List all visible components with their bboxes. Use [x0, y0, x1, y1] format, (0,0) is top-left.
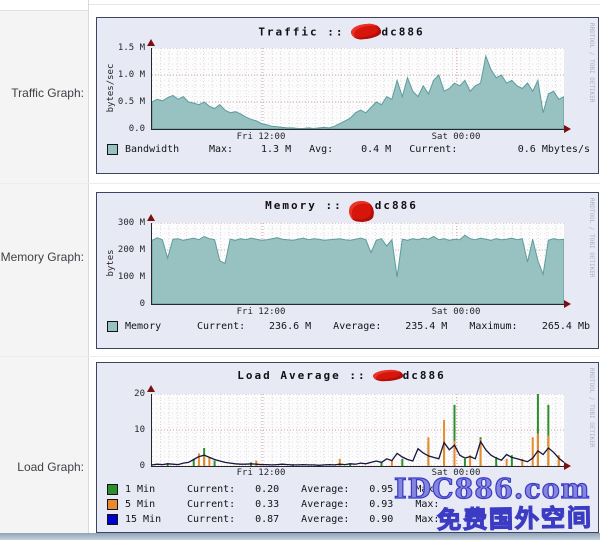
graph-title-host: dc886 [381, 25, 425, 39]
legend-label: Bandwidth [125, 144, 180, 155]
graph-title-text: Load Average :: [237, 369, 367, 382]
memory-legend: Memory Current: 236.6 M Average: 235.4 M… [107, 321, 590, 332]
load-legend-row: 5 Min Current: 0.33 Average: 0.93 Max: [107, 499, 590, 510]
y-axis-arrow-icon [147, 39, 155, 46]
y-tick: 200 M [117, 245, 145, 255]
y-tick: 0 [139, 461, 145, 471]
x-tick: Sat 00:00 [431, 307, 481, 317]
y-tick: 0 [139, 299, 145, 309]
rrdtool-watermark: RRDTOOL / TOBI OETIKER [588, 368, 595, 448]
stat-key: Avg: [309, 144, 334, 155]
load-plot-area [151, 393, 565, 467]
stat-value: 0.93 [369, 499, 394, 510]
row-divider [0, 183, 600, 184]
memory-plot-area [151, 222, 565, 305]
bandwidth-swatch [107, 144, 118, 155]
stat-key: Average: [301, 484, 350, 495]
redaction-scribble [347, 198, 376, 224]
y-axis-arrow-icon [147, 214, 155, 221]
stat-key: Current: [197, 321, 246, 332]
y-tick: 1.5 M [117, 43, 145, 53]
stat-value: 0.6 Mbytes/s [517, 144, 590, 155]
redaction-scribble [349, 22, 382, 41]
traffic-graph-image[interactable]: Traffic :: dc886 RRDTOOL / TOBI OETIKER b… [96, 17, 599, 174]
stat-value: 0.95 [369, 484, 394, 495]
row-divider [0, 356, 600, 357]
y-tick: 0.5 M [117, 97, 145, 107]
legend-label: Memory [125, 321, 162, 332]
x-axis-arrow-icon [564, 125, 571, 133]
memory-graph-row-label: Memory Graph: [0, 250, 84, 264]
load-graph-row-label: Load Graph: [17, 460, 84, 474]
stat-key: Current: [187, 499, 236, 510]
stat-value: 236.6 M [269, 321, 312, 332]
memory-graph-image[interactable]: Memory :: dc886 RRDTOOL / TOBI OETIKER by… [96, 192, 599, 349]
traffic-graph-title: Traffic :: dc886 [97, 22, 586, 41]
15min-swatch [107, 514, 118, 525]
stat-key: Current: [409, 144, 458, 155]
stat-value: 0.20 [255, 484, 280, 495]
column-divider [88, 0, 89, 533]
load-graph-title: Load Average :: dc886 [97, 369, 586, 382]
traffic-legend: Bandwidth Max: 1.3 M Avg: 0.4 M Current:… [107, 144, 590, 155]
5min-swatch [107, 499, 118, 510]
row-divider [0, 10, 88, 11]
x-axis-arrow-icon [564, 300, 571, 308]
legend-label: 15 Min [125, 514, 162, 525]
graph-title-host: dc886 [402, 369, 446, 382]
stat-key: Max: [415, 514, 440, 525]
site-watermark-chinese: 免费国外空间 [436, 503, 594, 535]
x-axis-arrow-icon [564, 462, 571, 470]
stat-key: Average: [301, 499, 350, 510]
top-divider [88, 4, 600, 5]
stat-key: Max: [209, 144, 234, 155]
y-tick: 10 [134, 425, 145, 435]
legend-label: 5 Min [125, 499, 156, 510]
rrdtool-watermark: RRDTOOL / TOBI OETIKER [588, 23, 595, 103]
x-tick: Fri 12:00 [236, 132, 286, 142]
stat-value: 0.87 [255, 514, 280, 525]
stat-key: Current: [187, 514, 236, 525]
redaction-scribble [372, 369, 403, 382]
rrdtool-watermark: RRDTOOL / TOBI OETIKER [588, 198, 595, 278]
stat-value: 0.90 [369, 514, 394, 525]
memory-graph-title: Memory :: dc886 [97, 198, 586, 224]
legend-label: 1 Min [125, 484, 156, 495]
stat-value: 235.4 M [405, 321, 448, 332]
y-tick: 1.0 M [117, 70, 145, 80]
x-tick: Sat 00:00 [431, 132, 481, 142]
traffic-graph-row-label: Traffic Graph: [11, 86, 84, 100]
traffic-plot-area [151, 47, 565, 130]
x-tick: Fri 12:00 [236, 307, 286, 317]
graph-title-host: dc886 [374, 199, 418, 212]
x-tick: Fri 12:00 [236, 468, 286, 478]
memory-swatch [107, 321, 118, 332]
load-graph-image[interactable]: Load Average :: dc886 RRDTOOL / TOBI OETI… [96, 362, 599, 533]
label-column [0, 10, 88, 533]
stat-value: 0.4 M [361, 144, 392, 155]
stat-value: 0.33 [255, 499, 280, 510]
stat-key: Average: [333, 321, 382, 332]
x-tick: Sat 00:00 [431, 468, 481, 478]
load-legend-row: 1 Min Current: 0.20 Average: 0.95 Max: [107, 484, 590, 495]
graph-title-text: Memory :: [265, 199, 343, 212]
y-tick: 0.0 [128, 124, 145, 134]
y-tick: 300 M [117, 218, 145, 228]
1min-swatch [107, 484, 118, 495]
load-legend-row: 15 Min Current: 0.87 Average: 0.90 Max: [107, 514, 590, 525]
y-tick: 100 M [117, 272, 145, 282]
stat-key: Maximum: [469, 321, 518, 332]
stat-value: 265.4 Mb [541, 321, 590, 332]
site-watermark: IDC886.com [393, 473, 591, 505]
bottom-bar [0, 533, 600, 540]
stat-key: Current: [187, 484, 236, 495]
stat-key: Average: [301, 514, 350, 525]
stat-key: Max: [415, 484, 440, 495]
y-axis-arrow-icon [147, 385, 155, 392]
stat-value: 1.3 M [260, 144, 292, 155]
stat-key: Max: [415, 499, 440, 510]
graph-title-text: Traffic :: [258, 25, 345, 39]
y-tick: 20 [134, 389, 145, 399]
